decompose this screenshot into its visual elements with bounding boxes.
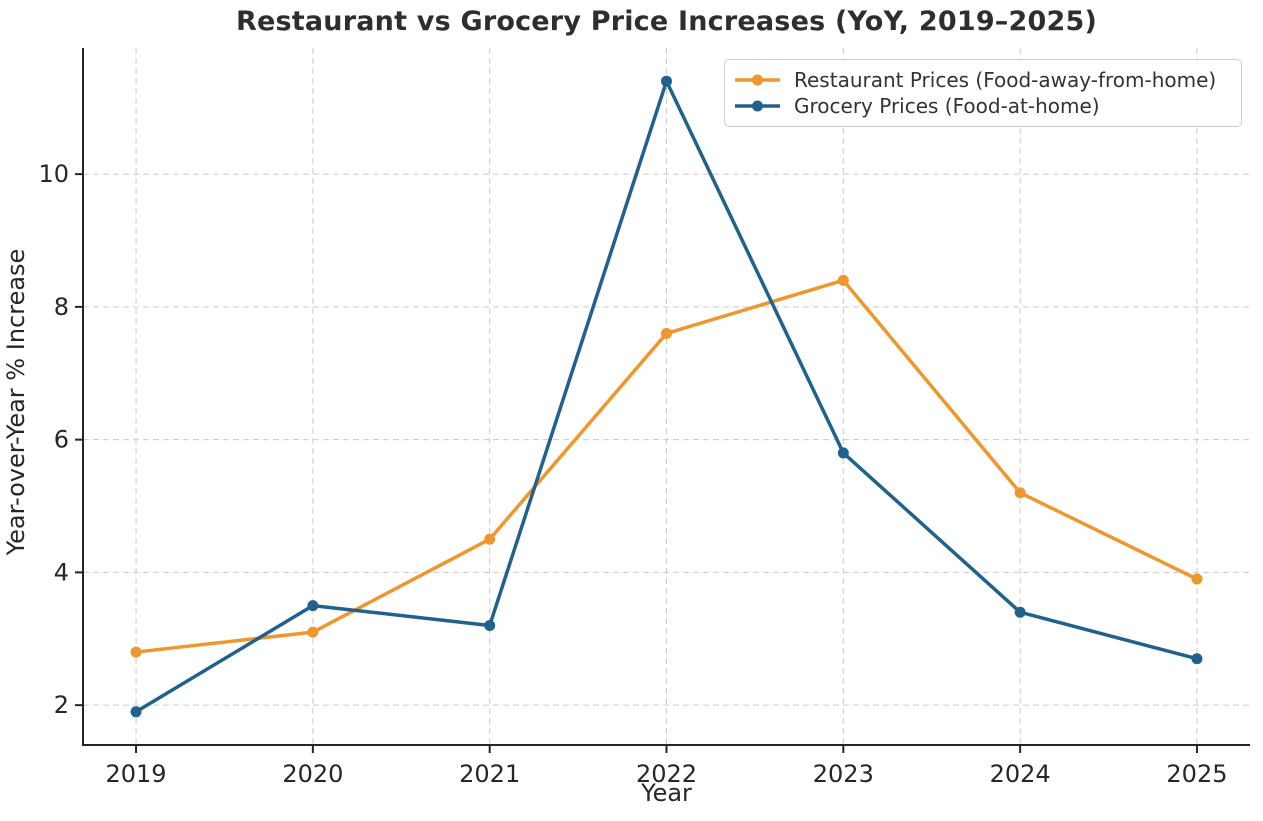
legend-item-restaurant: Restaurant Prices (Food-away-from-home): [734, 67, 1231, 93]
grocery-line-swatch-icon: [735, 100, 780, 112]
y-tick-label: 6: [54, 426, 69, 454]
grocery-line: [134, 79, 1199, 714]
restaurant-data-point: [484, 533, 496, 545]
x-tick-label: 2024: [990, 760, 1051, 788]
y-tick-label: 10: [38, 160, 69, 188]
grocery-data-point: [661, 75, 672, 87]
x-axis-label: Year: [641, 779, 692, 807]
grocery-data-point: [837, 447, 849, 459]
restaurant-data-point: [1014, 487, 1026, 499]
x-tick-label: 2020: [282, 760, 343, 788]
legend-item-grocery: Grocery Prices (Food-at-home): [734, 93, 1231, 119]
y-tick-label: 2: [54, 691, 69, 719]
y-tick-label: 4: [54, 558, 69, 586]
restaurant-data-point: [130, 646, 142, 658]
grocery-data-point: [130, 706, 142, 718]
grocery-data-point: [484, 620, 496, 632]
x-tick-label: 2025: [1166, 760, 1227, 788]
x-tick-label: 2021: [459, 760, 520, 788]
y-tick-label: 8: [54, 293, 69, 321]
chart-title: Restaurant vs Grocery Price Increases (Y…: [236, 6, 1097, 37]
restaurant-data-point: [837, 274, 849, 286]
legend: Restaurant Prices (Food-away-from-home) …: [724, 59, 1242, 127]
legend-label-grocery: Grocery Prices (Food-at-home): [794, 94, 1100, 118]
x-tick-label: 2019: [106, 760, 167, 788]
restaurant-data-point: [307, 626, 319, 638]
grocery-data-point: [307, 600, 319, 612]
restaurant-data-point: [1191, 573, 1203, 585]
legend-label-restaurant: Restaurant Prices (Food-away-from-home): [794, 68, 1217, 92]
x-tick-label: 2022: [636, 760, 697, 788]
y-axis-label: Year-over-Year % Increase: [2, 248, 30, 556]
x-tick-label: 2023: [813, 760, 874, 788]
restaurant-line-swatch-icon: [735, 74, 780, 86]
restaurant-data-point: [661, 327, 672, 339]
grocery-data-point: [1014, 606, 1026, 618]
grocery-data-point: [1191, 653, 1203, 665]
